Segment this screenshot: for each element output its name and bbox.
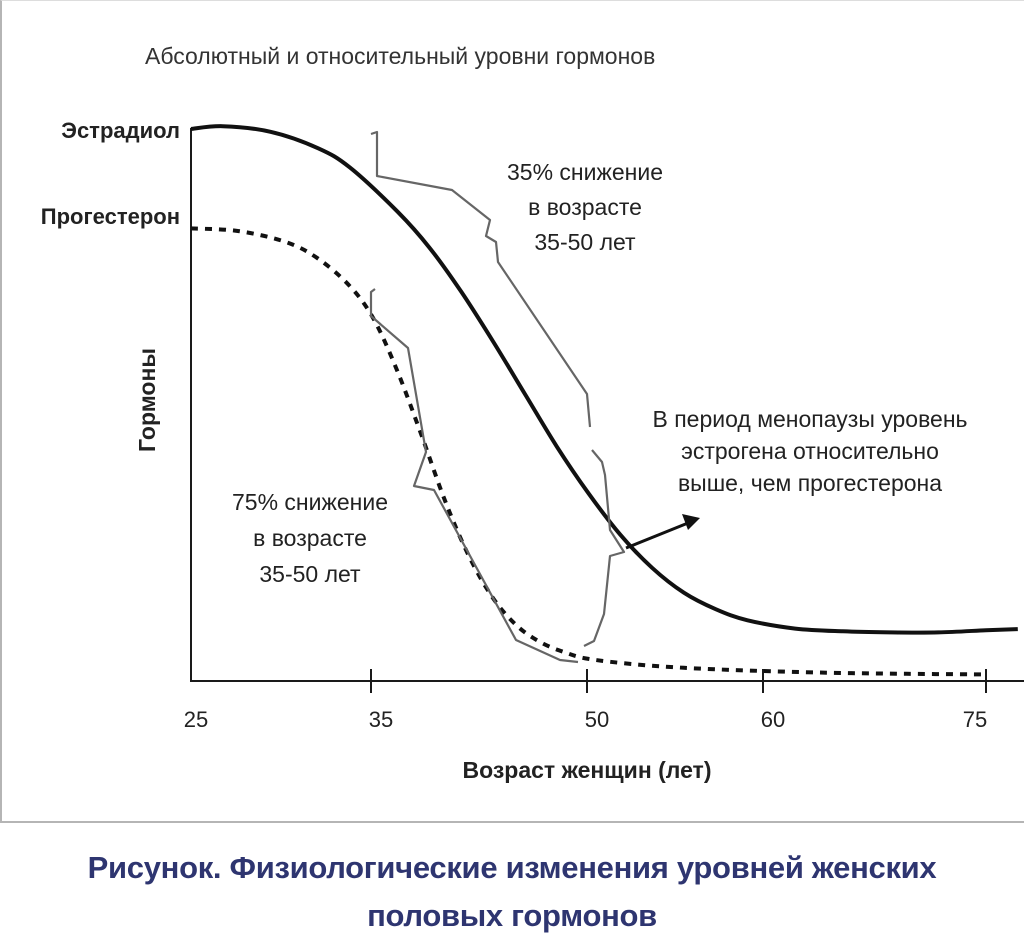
brace-menopause-gap [583, 449, 626, 647]
figure-caption-line-2: половых гормонов [367, 898, 657, 933]
annotation-estradiol-decline-line-2: в возрасте [528, 194, 642, 220]
annotation-menopause-line-2: эстрогена относительно [681, 438, 939, 464]
x-tick-label-35: 35 [369, 707, 393, 732]
annotation-progesterone-decline-line-2: в возрасте [253, 525, 367, 551]
annotation-estradiol-decline-line-3: 35-50 лет [534, 229, 636, 255]
x-tick-label-50: 50 [585, 707, 609, 732]
chart-title: Абсолютный и относительный уровни гормон… [145, 43, 655, 69]
figure-frame [0, 0, 1024, 823]
figure-caption-line-1: Рисунок. Физиологические изменения уровн… [87, 850, 937, 885]
series-line-estradiol [190, 124, 1018, 635]
x-axis-label: Возраст женщин (лет) [463, 757, 712, 783]
x-tick-label-25: 25 [184, 707, 208, 732]
annotation-arrow-line [625, 519, 694, 550]
annotation-progesterone-decline-line-3: 35-50 лет [259, 561, 361, 587]
brace-estradiol-decline [370, 130, 592, 428]
annotation-arrow-head [682, 514, 700, 530]
series-label-progesterone: Прогестерон [41, 204, 180, 229]
annotation-menopause-line-1: В период менопаузы уровень [652, 406, 967, 432]
annotation-estradiol-decline-line-1: 35% снижение [507, 159, 663, 185]
x-tick-label-60: 60 [761, 707, 785, 732]
y-axis-label: Гормоны [134, 348, 160, 452]
x-tick-label-75: 75 [963, 707, 987, 732]
series-label-estradiol: Эстрадиол [61, 118, 180, 143]
annotation-menopause-line-3: выше, чем прогестерона [678, 470, 942, 496]
brace-progesterone-decline [369, 288, 579, 664]
annotation-progesterone-decline-line-1: 75% снижение [232, 489, 388, 515]
